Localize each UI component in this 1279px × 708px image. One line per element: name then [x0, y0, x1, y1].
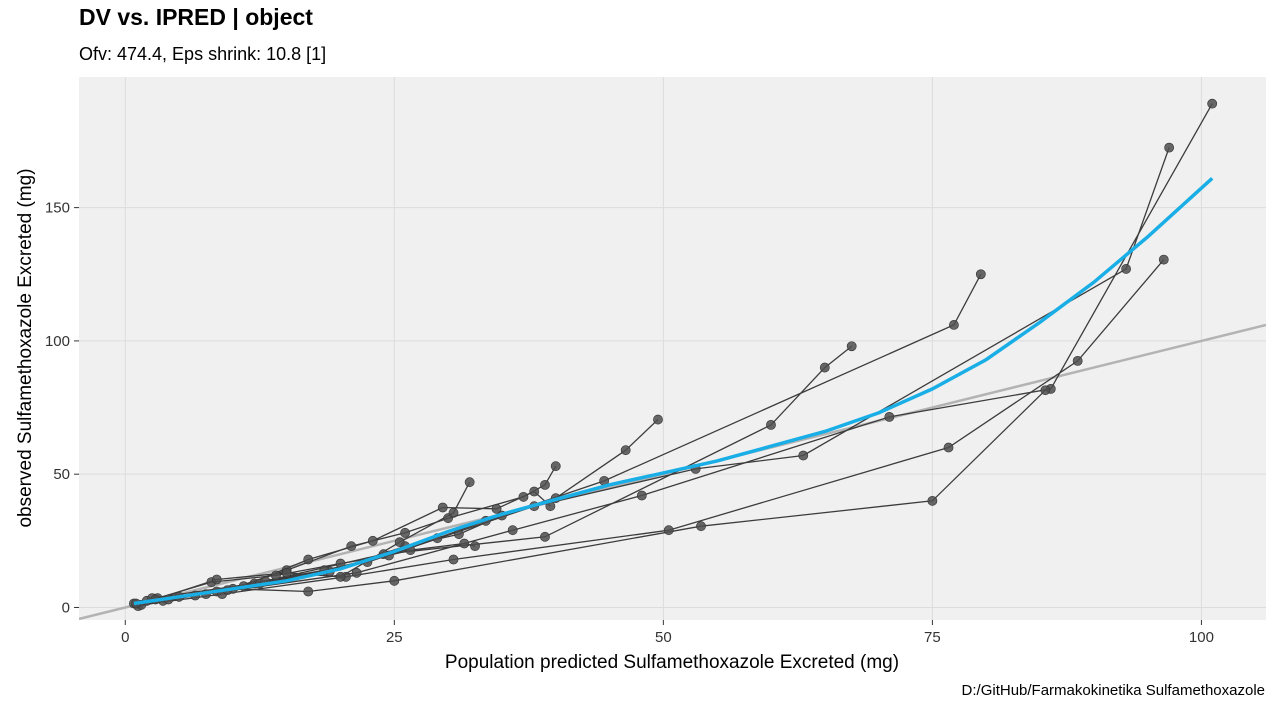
- chart-subtitle: Ofv: 474.4, Eps shrink: 10.8 [1]: [79, 44, 327, 64]
- data-point: [636, 490, 647, 501]
- source-caption: D:/GitHub/Farmakokinetika Sulfamethoxazo…: [961, 682, 1265, 699]
- data-point: [211, 574, 222, 585]
- data-point: [766, 419, 776, 430]
- data-point: [448, 507, 459, 518]
- data-point: [653, 414, 663, 425]
- data-point: [529, 486, 540, 497]
- data-point: [281, 567, 292, 578]
- data-point: [464, 477, 475, 488]
- data-point: [798, 450, 809, 461]
- data-point: [819, 362, 830, 373]
- data-point: [949, 320, 959, 330]
- subject-line-3: [141, 259, 1165, 606]
- data-point: [271, 570, 281, 581]
- data-point: [470, 541, 480, 552]
- x-tick-label: 75: [924, 629, 941, 646]
- chart-title: DV vs. IPRED | object: [79, 4, 313, 30]
- x-tick-label: 0: [121, 629, 129, 646]
- data-point: [540, 479, 550, 490]
- data-point: [846, 341, 857, 352]
- data-point: [518, 491, 529, 502]
- data-point: [696, 521, 706, 532]
- data-point: [1121, 264, 1131, 274]
- data-point: [1072, 355, 1083, 366]
- data-point: [975, 269, 986, 280]
- data-point: [351, 567, 362, 578]
- y-tick-label: 100: [45, 333, 70, 350]
- data-point: [367, 535, 378, 546]
- data-point: [1040, 385, 1051, 396]
- data-point: [1158, 254, 1169, 265]
- data-point: [303, 586, 314, 597]
- data-point: [943, 442, 954, 453]
- x-tick-label: 50: [655, 629, 672, 646]
- data-point: [507, 525, 518, 536]
- data-point: [394, 537, 405, 548]
- data-point: [540, 531, 550, 542]
- data-point: [448, 554, 459, 565]
- smooth-trend-line: [133, 177, 1214, 606]
- data-point: [550, 461, 561, 472]
- grid-lines: [79, 77, 1266, 620]
- data-point: [335, 571, 346, 582]
- data-point: [389, 575, 400, 586]
- data-point: [303, 554, 314, 565]
- y-tick-label: 0: [62, 599, 70, 616]
- data-point: [459, 538, 470, 549]
- data-point: [491, 503, 502, 514]
- data-point: [620, 445, 631, 456]
- data-point: [884, 411, 895, 422]
- data-point: [453, 529, 464, 540]
- data-point: [437, 502, 448, 513]
- x-tick-label: 100: [1189, 629, 1214, 646]
- x-axis-label: Population predicted Sulfamethoxazole Ex…: [445, 652, 899, 673]
- data-point: [1164, 142, 1175, 153]
- data-point: [400, 527, 410, 538]
- x-axis: 0 25 50 75 100: [121, 620, 1214, 646]
- x-tick-label: 25: [386, 629, 403, 646]
- data-point: [1207, 98, 1218, 109]
- y-tick-label: 150: [45, 200, 70, 217]
- data-point: [346, 541, 357, 552]
- y-tick-label: 50: [53, 466, 70, 483]
- data-point: [927, 495, 938, 506]
- y-axis-label: observed Sulfamethoxazole Excreted (mg): [15, 168, 36, 527]
- y-axis: 0 50 100 150: [45, 200, 79, 616]
- data-point: [663, 525, 674, 536]
